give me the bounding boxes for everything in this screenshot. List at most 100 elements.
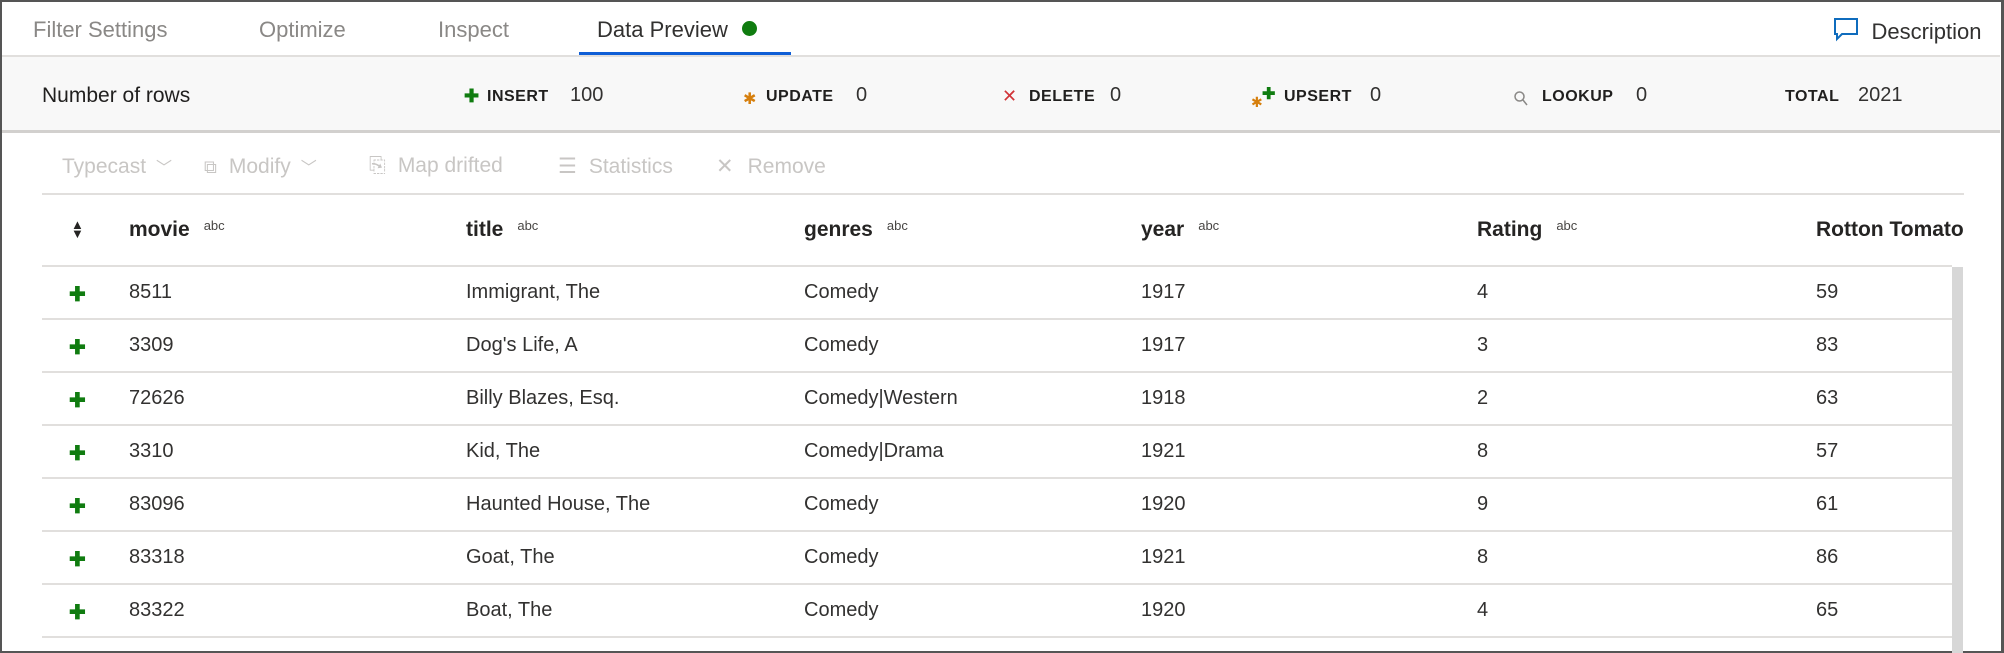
column-header-movie[interactable]: movie abc <box>129 218 225 242</box>
type-badge: abc <box>203 218 225 233</box>
close-icon: ✕ <box>716 155 734 178</box>
table-cell-year: 1920 <box>1141 599 1186 621</box>
column-header-rotton-tomato[interactable]: Rotton Tomato <box>1816 218 1963 242</box>
table-cell-rotton-tomato: 59 <box>1816 281 1839 303</box>
column-name: Rotton Tomato <box>1816 218 1963 241</box>
table-row[interactable]: ✚ 83096 Haunted House, The Comedy 1920 9 61 <box>42 479 1952 532</box>
table-cell-title: Immigrant, The <box>466 281 601 303</box>
table-cell-rating: 8 <box>1477 546 1489 568</box>
delete-value: 0 <box>1110 84 1122 106</box>
upsert-value: 0 <box>1370 84 1382 106</box>
table-cell-rotton-tomato: 57 <box>1816 440 1839 462</box>
type-badge: abc <box>1198 218 1220 233</box>
insert-value: 100 <box>570 84 604 106</box>
table-cell-rotton-tomato: 63 <box>1816 387 1839 409</box>
column-name: movie <box>129 218 190 241</box>
insert-plus-icon: ✚ <box>69 284 86 306</box>
tab-filter-settings[interactable]: Filter Settings <box>33 17 168 42</box>
table-cell-movie: 3310 <box>129 440 174 462</box>
description-button[interactable]: Description <box>1833 17 1982 45</box>
upsert-plus-icon: ✚ <box>1262 86 1276 103</box>
table-cell-title: Dog's Life, A <box>466 334 578 356</box>
divider <box>42 265 1952 267</box>
table-cell-genres: Comedy <box>804 281 879 303</box>
column-header-genres[interactable]: genres abc <box>804 218 908 242</box>
remove-label: Remove <box>747 155 826 178</box>
table-cell-rating: 8 <box>1477 440 1489 462</box>
table-row[interactable]: ✚ 3310 Kid, The Comedy|Drama 1921 8 57 <box>42 426 1952 479</box>
table-row[interactable]: ✚ 8511 Immigrant, The Comedy 1917 4 59 <box>42 267 1952 320</box>
update-value: 0 <box>856 84 868 106</box>
table-cell-genres: Comedy <box>804 599 879 621</box>
table-cell-genres: Comedy <box>804 493 879 515</box>
tab-optimize[interactable]: Optimize <box>259 17 346 42</box>
type-badge: abc <box>886 218 908 233</box>
tab-label: Data Preview <box>597 17 728 42</box>
table-cell-title: Haunted House, The <box>466 493 651 515</box>
type-badge: abc <box>1556 218 1578 233</box>
divider <box>42 193 1964 195</box>
delete-label: DELETE <box>1029 88 1096 105</box>
table-cell-rating: 9 <box>1477 493 1489 515</box>
insert-plus-icon: ✚ <box>69 549 86 571</box>
table-row[interactable]: ✚ 83318 Goat, The Comedy 1921 8 86 <box>42 532 1952 585</box>
update-label: UPDATE <box>766 88 834 105</box>
table-cell-movie: 8511 <box>129 281 173 303</box>
column-name: genres <box>804 218 873 241</box>
statistics-icon: ☰ <box>558 155 577 178</box>
active-tab-indicator <box>579 52 791 55</box>
modify-dropdown[interactable]: ⧉ Modify ﹀ <box>204 154 317 179</box>
table-cell-rotton-tomato: 65 <box>1816 599 1839 621</box>
column-name: Rating <box>1477 218 1543 241</box>
statistics-label: Statistics <box>588 155 673 178</box>
table-cell-year: 1918 <box>1141 387 1186 409</box>
table-cell-rating: 3 <box>1477 334 1489 356</box>
table-cell-rating: 4 <box>1477 599 1489 621</box>
insert-plus-icon: ✚ <box>69 337 86 359</box>
column-name: title <box>466 218 504 241</box>
table-cell-movie: 3309 <box>129 334 174 356</box>
map-drifted-icon: ⎘ <box>369 154 386 177</box>
column-header-rating[interactable]: Rating abc <box>1477 218 1577 242</box>
table-cell-title: Billy Blazes, Esq. <box>466 387 620 409</box>
insert-plus-icon: ✚ <box>69 443 86 465</box>
table-row[interactable]: ✚ 72626 Billy Blazes, Esq. Comedy|Western 19… <box>42 373 1952 426</box>
insert-plus-icon: ✚ <box>69 390 86 412</box>
table-cell-year: 1917 <box>1141 281 1186 303</box>
table-cell-title: Goat, The <box>466 546 555 568</box>
table-cell-rotton-tomato: 86 <box>1816 546 1839 568</box>
typecast-dropdown[interactable]: Typecast ﹀ <box>62 154 172 179</box>
table-cell-movie: 83322 <box>129 599 185 621</box>
table-cell-movie: 83318 <box>129 546 185 568</box>
table-cell-year: 1921 <box>1141 546 1186 568</box>
upsert-asterisk-icon: ✱ <box>1251 94 1263 110</box>
table-cell-rotton-tomato: 83 <box>1816 334 1839 356</box>
status-dot-icon <box>741 21 757 36</box>
table-cell-year: 1921 <box>1141 440 1186 462</box>
table-row[interactable]: ✚ 3309 Dog's Life, A Comedy 1917 3 83 <box>42 320 1952 373</box>
tab-inspect[interactable]: Inspect <box>438 17 509 42</box>
remove-button[interactable]: ✕ Remove <box>716 154 826 179</box>
table-cell-title: Kid, The <box>466 440 541 462</box>
comment-icon <box>1834 18 1858 42</box>
column-header-title[interactable]: title abc <box>466 218 538 242</box>
upsert-label: UPSERT <box>1284 88 1352 105</box>
insert-label: INSERT <box>487 88 549 105</box>
insert-plus-icon: ✚ <box>69 602 86 624</box>
chevron-down-icon: ﹀ <box>300 160 317 177</box>
vertical-scrollbar[interactable] <box>1952 267 1963 653</box>
map-drifted-button[interactable]: ⎘ Map drifted <box>369 154 503 178</box>
column-header-year[interactable]: year abc <box>1141 218 1219 242</box>
chevron-down-icon: ﹀ <box>156 160 173 177</box>
statistics-button[interactable]: ☰ Statistics <box>558 154 673 179</box>
lookup-label: LOOKUP <box>1542 88 1614 105</box>
table-cell-genres: Comedy|Drama <box>804 440 944 462</box>
search-icon <box>1514 91 1528 106</box>
tab-data-preview[interactable]: Data Preview <box>597 17 757 43</box>
sort-icon[interactable]: ▲ ▼ <box>71 217 84 241</box>
row-stats-bar <box>2 57 2000 133</box>
table-row[interactable]: ✚ 83322 Boat, The Comedy 1920 4 65 <box>42 585 1952 638</box>
modify-icon: ⧉ <box>204 157 217 177</box>
table-cell-rating: 4 <box>1477 281 1489 303</box>
